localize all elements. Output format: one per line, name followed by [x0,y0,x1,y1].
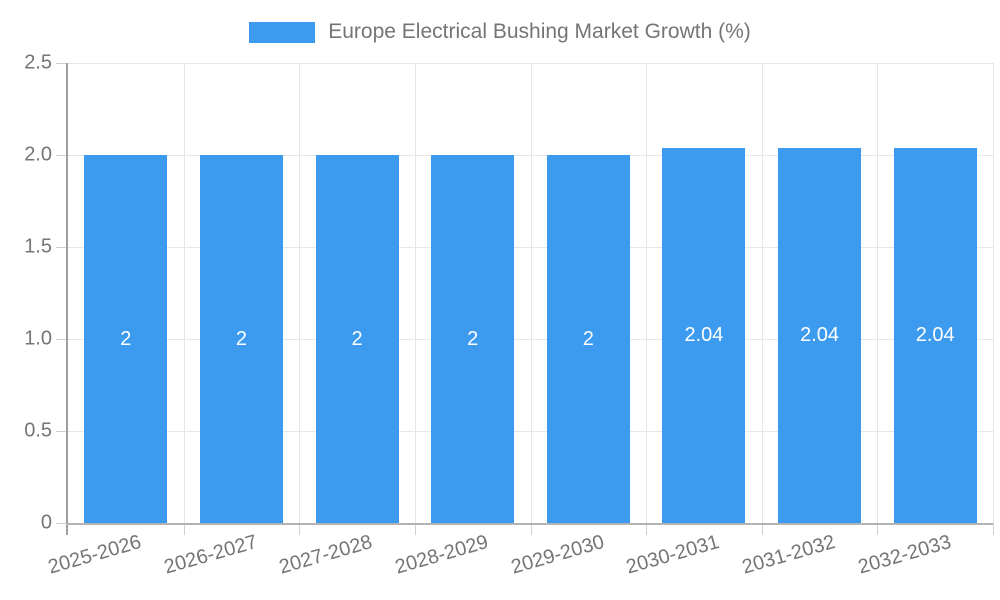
x-tickmark [761,523,763,535]
x-tickmark [530,523,532,535]
bar-2032-2033[interactable]: 2.04 [893,147,977,523]
bar-value-label: 2.04 [915,323,955,346]
y-axis-tick-label: 1.0 [24,327,52,350]
bar-value-label: 2 [235,327,247,350]
y-axis-tick-label: 2.0 [24,143,52,166]
x-gridline [761,63,763,523]
y-axis-line [66,63,68,535]
bar-value-label: 2.04 [800,323,840,346]
x-tickmark [877,523,879,535]
x-gridline [646,63,648,523]
x-tickmark [646,523,648,535]
x-tickmark [993,523,994,535]
x-axis-tick-label: 2026-2027 [161,531,260,579]
y-axis-tick-label: 0.5 [24,419,52,442]
bar-2026-2027[interactable]: 2 [199,155,283,523]
y-axis-tick-label: 0 [40,511,52,534]
bar-2030-2031[interactable]: 2.04 [662,147,746,523]
legend-swatch [249,21,316,43]
y-axis-tick-label: 2.5 [24,51,52,74]
x-gridline [299,63,301,523]
bar-2029-2030[interactable]: 2 [546,155,630,523]
x-axis-line [66,523,993,525]
y-axis-tick-label: 1.5 [24,235,52,258]
bar-value-label: 2 [351,327,363,350]
x-axis-tick-label: 2030-2031 [623,531,723,579]
x-axis-tick-label: 2029-2030 [508,531,607,579]
x-tickmark [299,523,301,535]
legend-label: Europe Electrical Bushing Market Growth … [328,20,751,43]
bar-2028-2029[interactable]: 2 [431,155,515,523]
y-tickmark [56,63,68,64]
x-gridline [993,63,994,523]
x-axis-tick-label: 2031-2032 [739,531,838,579]
x-axis-tick-label: 2028-2029 [392,531,491,579]
legend-item[interactable]: Europe Electrical Bushing Market Growth … [249,20,751,44]
x-tickmark [183,523,185,535]
bar-2027-2028[interactable]: 2 [315,155,399,523]
x-gridline [414,63,416,523]
x-axis-tick-label: 2027-2028 [277,531,376,579]
bar-value-label: 2 [467,327,479,350]
x-tickmark [414,523,416,535]
x-axis-tick-label: 2025-2026 [45,531,144,579]
y-tickmark [56,155,68,156]
x-gridline [877,63,879,523]
y-tickmark [56,431,68,432]
y-tickmark [56,339,68,340]
y-tickmark [56,247,68,248]
bar-2025-2026[interactable]: 2 [84,155,168,523]
x-axis-tick-label: 2032-2033 [855,531,954,579]
bar-value-label: 2 [582,327,594,350]
y-tickmark [56,523,68,524]
x-gridline [530,63,532,523]
plot-area: 2 2 2 2 2 2.04 2.04 2.04 [56,63,994,535]
chart-legend: Europe Electrical Bushing Market Growth … [0,20,1000,44]
bar-2031-2032[interactable]: 2.04 [778,147,862,523]
bar-value-label: 2 [120,327,132,350]
x-gridline [183,63,185,523]
bar-value-label: 2.04 [684,323,724,346]
